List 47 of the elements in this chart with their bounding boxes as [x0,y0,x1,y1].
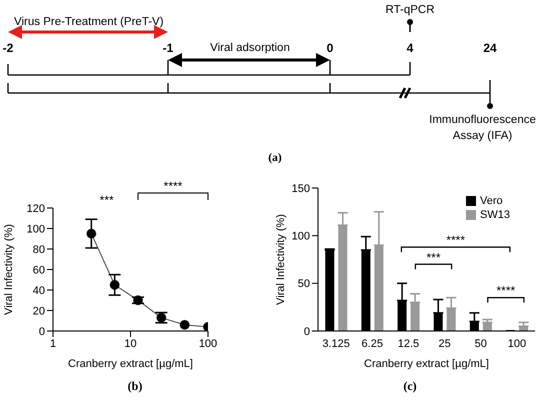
x-tick-label: 1 [50,338,56,350]
category-label: -2 [2,41,14,55]
y-tick-label: 60 [32,264,45,276]
category-label: 4 [406,41,414,55]
text: Immunofluorescence Assay (IFA) [428,113,537,144]
x-tick-label: 12.5 [398,338,420,350]
x-tick-label: 6.25 [362,338,383,350]
y-tick-label: 20 [32,305,45,318]
y-tick-label: 150 [292,182,310,195]
text: **** [164,179,183,193]
y-tick-label: 40 [32,284,45,297]
y-tick-label: 80 [32,244,45,256]
point [133,295,144,306]
text: *** [100,193,114,207]
annotation: **** [446,233,466,248]
y-axis-title: Viral Infectivity (%) [274,214,287,305]
y-tick-label: 100 [292,230,310,243]
category-label: 24 [483,41,497,55]
point [110,280,120,290]
x-tick-label: 10 [124,338,137,350]
category-label: -1 [162,41,174,55]
y-tick-label: 0 [38,326,45,338]
y-axis-title: Viral Infectivity (%) [2,224,15,315]
legend-label: Vero [480,194,503,208]
text: Viral adsorption [209,41,291,56]
text: (b) [126,379,144,394]
y-tick-label: 100 [26,223,45,236]
y-tick-label: 0 [304,326,310,338]
point [86,228,96,239]
x-tick-label: 100 [508,338,526,350]
point [180,320,190,330]
text: (a) [267,151,283,166]
text: RT-qPCR [384,3,436,18]
x-tick-label: 3.125 [322,338,350,350]
annotation: **** [496,284,516,298]
text: (c) [402,379,418,394]
legend-label: SW13 [480,208,510,222]
x-tick-label: 50 [474,338,487,350]
y-tick-label: 120 [26,202,45,215]
category-label: 0 [326,41,334,55]
x-axis-title: Cranberry extract [µg/mL] [68,358,193,370]
text: Virus Pre-Treatment (PreT-V) [14,15,165,30]
x-tick-label: 100 [198,338,218,350]
y-tick-label: 50 [298,278,310,290]
annotation: *** [426,250,441,264]
x-axis-title: Cranberry extract [µg/mL] [364,358,489,370]
x-tick-label: 25 [438,338,451,350]
